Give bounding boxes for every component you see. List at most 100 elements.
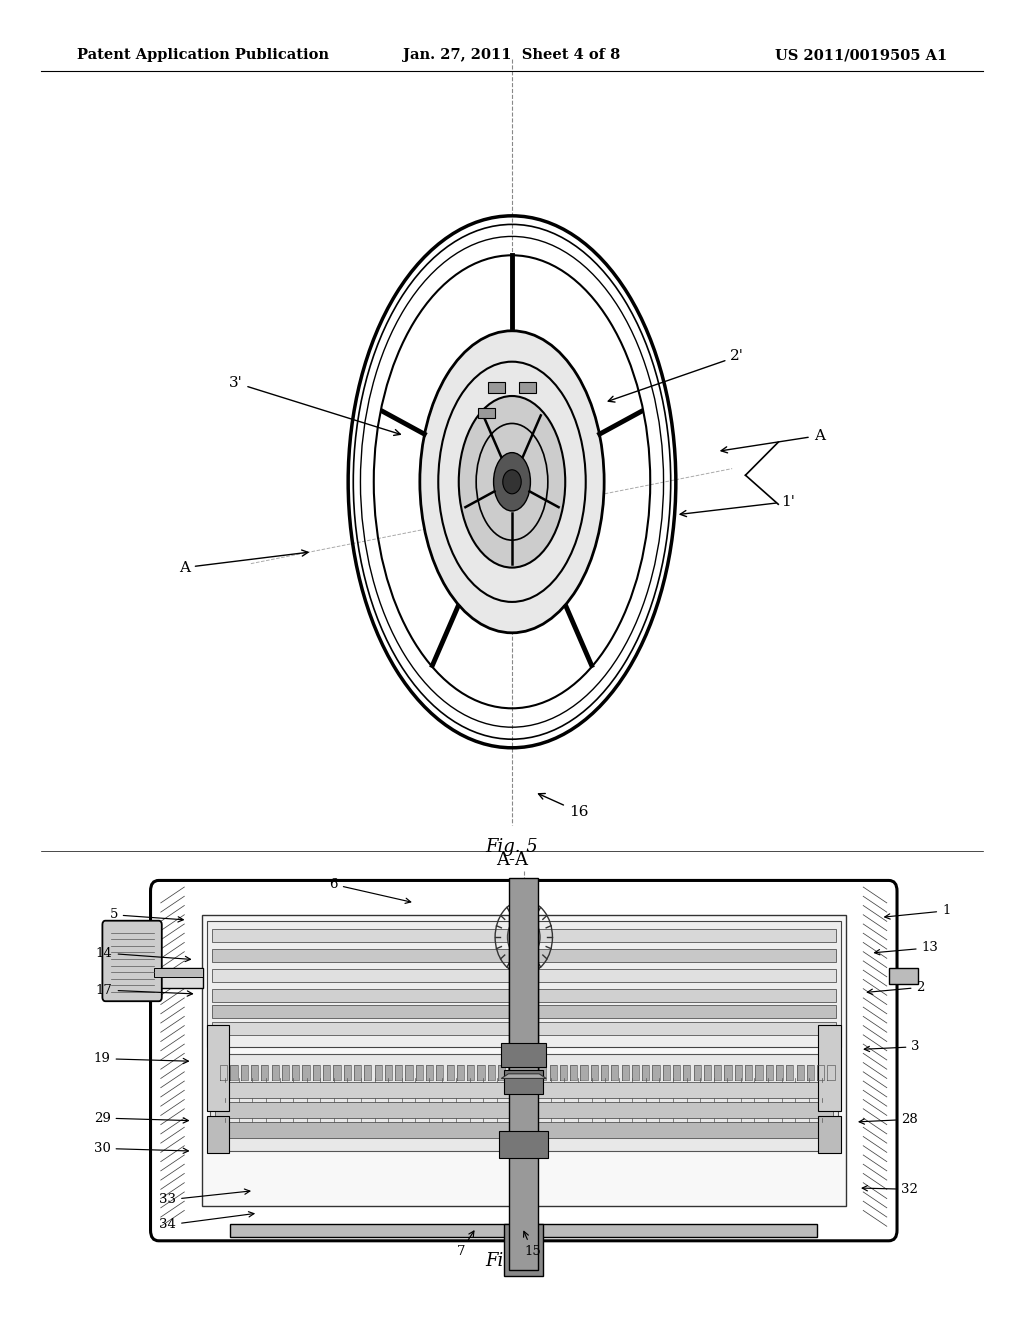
Bar: [477, 1064, 484, 1080]
Bar: [312, 1064, 319, 1080]
Bar: [611, 1064, 618, 1080]
Bar: [487, 1064, 495, 1080]
Bar: [508, 1064, 515, 1080]
Polygon shape: [501, 1074, 547, 1078]
Text: 29: 29: [94, 1111, 188, 1125]
Text: A: A: [721, 429, 824, 453]
Bar: [210, 1053, 838, 1151]
Ellipse shape: [459, 396, 565, 568]
Bar: [518, 1064, 525, 1080]
Bar: [212, 1005, 836, 1018]
Text: Patent Application Publication: Patent Application Publication: [77, 49, 329, 62]
Bar: [271, 1064, 279, 1080]
Bar: [622, 1064, 629, 1080]
Bar: [509, 915, 539, 1053]
Bar: [426, 1064, 433, 1080]
Text: Jan. 27, 2011  Sheet 4 of 8: Jan. 27, 2011 Sheet 4 of 8: [403, 49, 621, 62]
Text: A: A: [179, 550, 308, 574]
Bar: [344, 1064, 351, 1080]
Bar: [818, 1117, 841, 1154]
Text: 34: 34: [160, 1212, 254, 1232]
Bar: [581, 1064, 588, 1080]
Bar: [467, 1064, 474, 1080]
FancyBboxPatch shape: [151, 880, 897, 1241]
Text: 15: 15: [523, 1232, 541, 1258]
Text: 7: 7: [457, 1232, 474, 1258]
Bar: [570, 1064, 578, 1080]
Bar: [519, 381, 536, 393]
Bar: [550, 1064, 557, 1080]
Ellipse shape: [507, 916, 541, 958]
Bar: [797, 1064, 804, 1080]
Bar: [230, 1064, 238, 1080]
Bar: [302, 1064, 309, 1080]
Text: A-A: A-A: [496, 850, 528, 869]
Bar: [591, 1064, 598, 1080]
Bar: [756, 1064, 763, 1080]
Bar: [703, 1064, 711, 1080]
Ellipse shape: [420, 331, 604, 632]
Ellipse shape: [503, 470, 521, 494]
Bar: [375, 1064, 382, 1080]
Bar: [501, 1043, 547, 1067]
Text: 32: 32: [862, 1183, 918, 1196]
Bar: [215, 1122, 833, 1138]
Bar: [807, 1064, 814, 1080]
Bar: [776, 1064, 783, 1080]
Bar: [745, 1064, 753, 1080]
Text: 2: 2: [867, 981, 925, 994]
Bar: [673, 1064, 680, 1080]
Text: 2': 2': [608, 350, 744, 403]
Bar: [365, 1064, 372, 1080]
Bar: [282, 1064, 289, 1080]
Ellipse shape: [494, 453, 530, 511]
Bar: [436, 1064, 443, 1080]
FancyBboxPatch shape: [102, 921, 162, 1001]
Bar: [478, 408, 495, 418]
Bar: [154, 969, 203, 977]
Text: 33: 33: [159, 1189, 250, 1206]
Bar: [529, 1064, 537, 1080]
Bar: [395, 1064, 402, 1080]
Bar: [504, 1224, 543, 1276]
Text: Fig. 5: Fig. 5: [485, 838, 539, 857]
Text: 6: 6: [330, 878, 411, 903]
Text: Fig. 6: Fig. 6: [485, 1251, 539, 1270]
Bar: [818, 1024, 841, 1111]
Bar: [652, 1064, 659, 1080]
Bar: [207, 1024, 229, 1111]
Bar: [889, 969, 918, 985]
Text: 3': 3': [228, 376, 400, 436]
Bar: [212, 949, 836, 962]
Bar: [212, 969, 836, 982]
Bar: [354, 1064, 361, 1080]
Bar: [446, 1064, 454, 1080]
Bar: [215, 1082, 833, 1098]
Bar: [509, 878, 539, 1270]
Bar: [642, 1064, 649, 1080]
Bar: [488, 381, 505, 393]
Bar: [385, 1064, 392, 1080]
Bar: [230, 1224, 817, 1237]
Text: 17: 17: [96, 983, 193, 997]
Bar: [212, 989, 836, 1002]
Bar: [786, 1064, 794, 1080]
Text: 13: 13: [874, 941, 938, 954]
Bar: [540, 1064, 547, 1080]
Text: 19: 19: [94, 1052, 188, 1065]
Bar: [215, 1102, 833, 1118]
Bar: [212, 1022, 836, 1035]
Bar: [207, 921, 841, 1048]
Bar: [202, 915, 846, 1206]
Bar: [154, 969, 203, 987]
Bar: [251, 1064, 258, 1080]
Bar: [499, 1131, 549, 1158]
Bar: [334, 1064, 341, 1080]
Bar: [207, 1117, 229, 1154]
Bar: [714, 1064, 721, 1080]
Text: 1': 1': [680, 495, 796, 516]
Bar: [766, 1064, 773, 1080]
Bar: [324, 1064, 331, 1080]
Bar: [827, 1064, 835, 1080]
Bar: [212, 929, 836, 942]
